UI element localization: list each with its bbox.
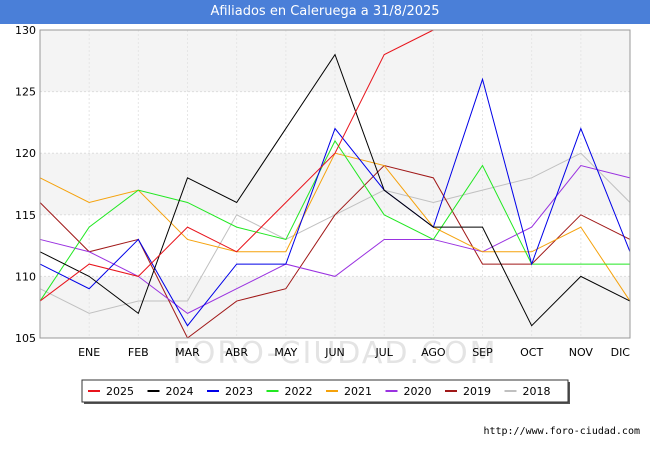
- series-line-2023: [39, 77, 631, 327]
- x-tick-label: JUN: [324, 346, 345, 359]
- legend-label-2018: 2018: [523, 385, 551, 398]
- x-tick-label: NOV: [569, 346, 594, 359]
- y-tick-label: 115: [15, 209, 36, 222]
- legend-label-2025: 2025: [106, 385, 134, 398]
- legend-label-2024: 2024: [166, 385, 194, 398]
- axes: 105 110 115 120 125 130 ENE FEB MAR ABR MAY JUN JUL A…: [15, 24, 631, 359]
- y-tick-label: 120: [15, 147, 36, 160]
- x-tick-label: AGO: [421, 346, 446, 359]
- watermark: FORO-CIUDAD.COM: [173, 336, 498, 371]
- x-tick-label: OCT: [520, 346, 543, 359]
- x-tick-label: JUL: [374, 346, 393, 359]
- x-tick-label: ABR: [225, 346, 248, 359]
- y-tick-label: 110: [15, 270, 36, 283]
- plot-band: [40, 30, 630, 92]
- plot-border: [39, 29, 631, 339]
- chart-title: Afiliados en Caleruega a 31/8/2025: [0, 0, 650, 24]
- legend-label-2023: 2023: [225, 385, 253, 398]
- source-url: http://www.foro-ciudad.com: [483, 426, 640, 437]
- y-tick-label: 130: [15, 24, 36, 37]
- legend-label-2021: 2021: [344, 385, 372, 398]
- x-tick-label: DIC: [611, 346, 631, 359]
- x-tick-label: FEB: [128, 346, 149, 359]
- legend-label-2020: 2020: [404, 385, 432, 398]
- legend: 2025 2024 2023 2022 2021 2020 2019 2018: [81, 379, 570, 404]
- y-tick-label: 125: [15, 86, 36, 99]
- legend-label-2022: 2022: [285, 385, 313, 398]
- x-tick-label: MAR: [175, 346, 200, 359]
- series-line-2025: [39, 29, 434, 302]
- y-tick-label: 105: [15, 332, 36, 345]
- legend-label-2019: 2019: [463, 385, 491, 398]
- x-tick-label: MAY: [274, 346, 297, 359]
- legend-box: [81, 379, 569, 403]
- series-lines: [39, 29, 631, 339]
- series-line-2024: [39, 53, 631, 327]
- x-tick-label: SEP: [472, 346, 493, 359]
- x-tick-label: ENE: [78, 346, 100, 359]
